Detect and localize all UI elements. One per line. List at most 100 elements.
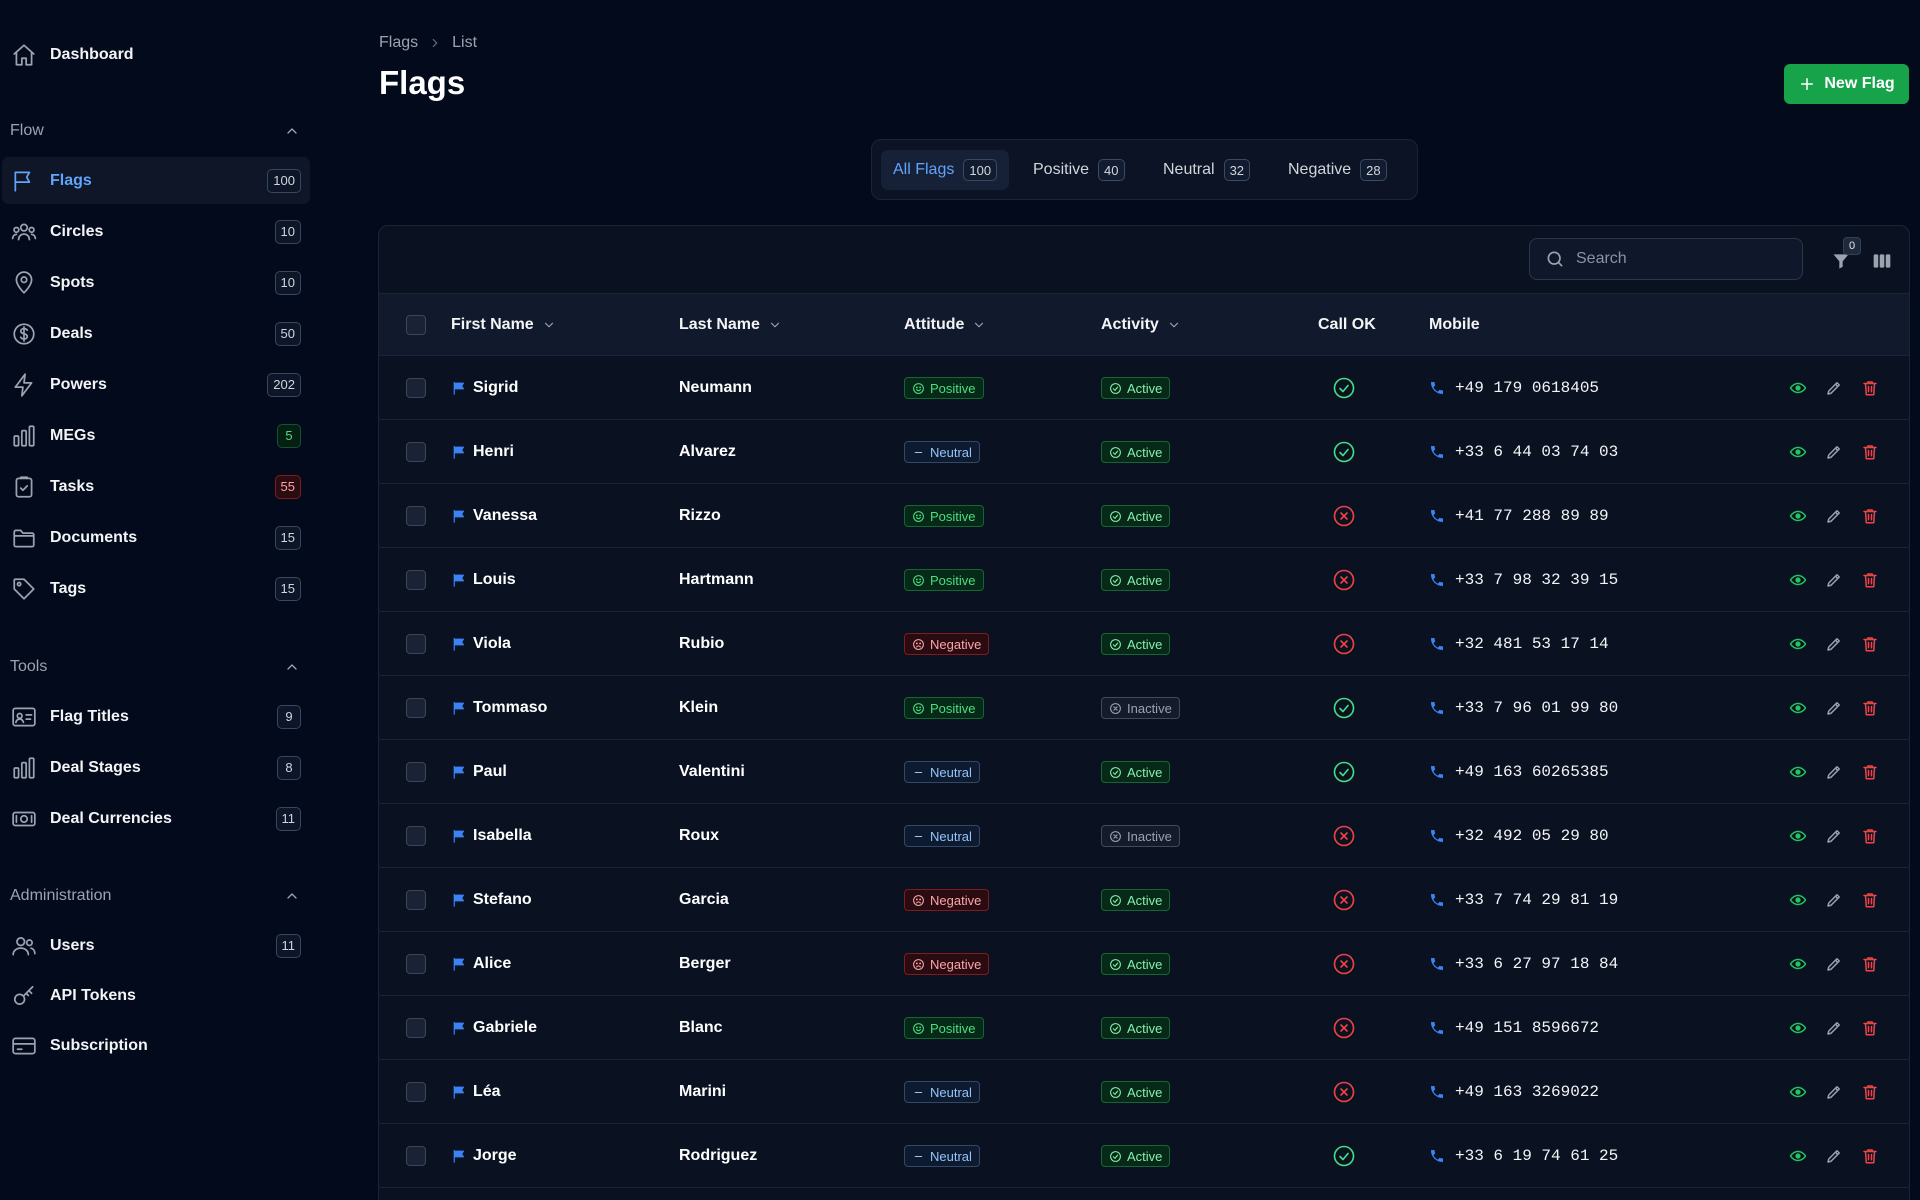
edit-button[interactable] — [1825, 996, 1843, 1060]
cell-mobile[interactable]: +33 7 98 32 39 15 — [1429, 548, 1618, 612]
row-checkbox[interactable] — [406, 762, 426, 782]
delete-button[interactable] — [1861, 868, 1879, 932]
table-row[interactable]: Henri Alvarez Neutral Active +33 6 44 03 74 … — [379, 420, 1909, 484]
cell-mobile[interactable]: +49 179 0618405 — [1429, 356, 1599, 420]
view-button[interactable] — [1789, 804, 1807, 868]
table-row[interactable]: Paul Valentini Neutral Active +49 163 602653… — [379, 740, 1909, 804]
sidebar-item-api-tokens[interactable]: API Tokens — [2, 972, 310, 1019]
cell-first-name[interactable]: Stefano — [451, 868, 532, 932]
cell-mobile[interactable]: +32 481 53 17 14 — [1429, 612, 1609, 676]
column-header-first-name[interactable]: First Name — [451, 294, 556, 356]
edit-button[interactable] — [1825, 420, 1843, 484]
sidebar-item-megs[interactable]: MEGs 5 — [2, 412, 310, 459]
table-row[interactable]: Isabella Roux Neutral Inactive +32 492 05 29… — [379, 804, 1909, 868]
cell-first-name[interactable]: Viola — [451, 612, 511, 676]
view-button[interactable] — [1789, 612, 1807, 676]
breadcrumb-flags[interactable]: Flags — [379, 34, 419, 51]
cell-mobile[interactable]: +33 6 44 03 74 03 — [1429, 420, 1618, 484]
sidebar-item-users[interactable]: Users 11 — [2, 922, 310, 969]
tab-neutral[interactable]: Neutral 32 — [1151, 150, 1262, 190]
delete-button[interactable] — [1861, 1060, 1879, 1124]
columns-icon[interactable] — [1871, 251, 1893, 271]
row-checkbox[interactable] — [406, 634, 426, 654]
row-checkbox[interactable] — [406, 442, 426, 462]
delete-button[interactable] — [1861, 356, 1879, 420]
row-checkbox[interactable] — [406, 1146, 426, 1166]
cell-mobile[interactable]: +32 492 05 29 80 — [1429, 804, 1609, 868]
row-checkbox[interactable] — [406, 1082, 426, 1102]
column-header-attitude[interactable]: Attitude — [904, 294, 986, 356]
cell-first-name[interactable]: Paul — [451, 740, 507, 804]
edit-button[interactable] — [1825, 356, 1843, 420]
table-row[interactable]: Vanessa Rizzo Positive Active +41 77 288 89 … — [379, 484, 1909, 548]
view-button[interactable] — [1789, 932, 1807, 996]
sidebar-item-deals[interactable]: Deals 50 — [2, 310, 310, 357]
column-header-activity[interactable]: Activity — [1101, 294, 1181, 356]
table-row[interactable]: Viola Rubio Negative Active +32 481 53 17 14 — [379, 612, 1909, 676]
view-button[interactable] — [1789, 996, 1807, 1060]
new-flag-button[interactable]: New Flag — [1784, 64, 1909, 104]
cell-mobile[interactable]: +49 163 60265385 — [1429, 740, 1609, 804]
sidebar-item-flag-titles[interactable]: Flag Titles 9 — [2, 693, 310, 740]
table-row[interactable]: Léa Marini Neutral Active +49 163 3269022 — [379, 1060, 1909, 1124]
row-checkbox[interactable] — [406, 378, 426, 398]
table-row[interactable]: Gabriele Blanc Positive Active +49 151 85966… — [379, 996, 1909, 1060]
delete-button[interactable] — [1861, 612, 1879, 676]
cell-first-name[interactable]: Sigrid — [451, 356, 518, 420]
table-row[interactable]: Alice Berger Negative Active +33 6 27 97 18 … — [379, 932, 1909, 996]
table-row[interactable]: Louis Hartmann Positive Active +33 7 98 32 3… — [379, 548, 1909, 612]
sidebar-item-deal-stages[interactable]: Deal Stages 8 — [2, 744, 310, 791]
sidebar-item-circles[interactable]: Circles 10 — [2, 208, 310, 255]
delete-button[interactable] — [1861, 420, 1879, 484]
cell-first-name[interactable]: Isabella — [451, 804, 532, 868]
delete-button[interactable] — [1861, 484, 1879, 548]
edit-button[interactable] — [1825, 1124, 1843, 1188]
sidebar-item-spots[interactable]: Spots 10 — [2, 259, 310, 306]
view-button[interactable] — [1789, 484, 1807, 548]
cell-mobile[interactable]: +49 151 8596672 — [1429, 996, 1599, 1060]
row-checkbox[interactable] — [406, 890, 426, 910]
sidebar-item-tasks[interactable]: Tasks 55 — [2, 463, 310, 510]
delete-button[interactable] — [1861, 1124, 1879, 1188]
tab-positive[interactable]: Positive 40 — [1021, 150, 1137, 190]
sidebar-item-subscription[interactable]: Subscription — [2, 1022, 310, 1069]
tab-negative[interactable]: Negative 28 — [1276, 150, 1399, 190]
cell-mobile[interactable]: +33 7 74 29 81 19 — [1429, 868, 1618, 932]
cell-mobile[interactable]: +33 6 19 74 61 25 — [1429, 1124, 1618, 1188]
sidebar-item-documents[interactable]: Documents 15 — [2, 514, 310, 561]
cell-first-name[interactable]: Louis — [451, 548, 516, 612]
select-all-checkbox[interactable] — [406, 315, 426, 335]
row-checkbox[interactable] — [406, 954, 426, 974]
edit-button[interactable] — [1825, 484, 1843, 548]
row-checkbox[interactable] — [406, 826, 426, 846]
cell-mobile[interactable]: +33 6 27 97 18 84 — [1429, 932, 1618, 996]
view-button[interactable] — [1789, 740, 1807, 804]
row-checkbox[interactable] — [406, 506, 426, 526]
cell-mobile[interactable]: +41 77 288 89 89 — [1429, 484, 1609, 548]
column-header-last-name[interactable]: Last Name — [679, 294, 782, 356]
sidebar-item-dashboard[interactable]: Dashboard — [2, 31, 310, 78]
sidebar-item-deal-currencies[interactable]: Deal Currencies 11 — [2, 795, 310, 842]
delete-button[interactable] — [1861, 932, 1879, 996]
edit-button[interactable] — [1825, 868, 1843, 932]
edit-button[interactable] — [1825, 804, 1843, 868]
row-checkbox[interactable] — [406, 698, 426, 718]
cell-first-name[interactable]: Gabriele — [451, 996, 537, 1060]
section-administration-header[interactable]: Administration — [10, 884, 300, 908]
row-checkbox[interactable] — [406, 1018, 426, 1038]
view-button[interactable] — [1789, 868, 1807, 932]
edit-button[interactable] — [1825, 740, 1843, 804]
view-button[interactable] — [1789, 356, 1807, 420]
search-input[interactable] — [1576, 250, 1776, 268]
filter-icon[interactable] — [1831, 251, 1851, 271]
view-button[interactable] — [1789, 1124, 1807, 1188]
view-button[interactable] — [1789, 420, 1807, 484]
cell-mobile[interactable]: +49 163 3269022 — [1429, 1060, 1599, 1124]
row-checkbox[interactable] — [406, 570, 426, 590]
tab-all-flags[interactable]: All Flags 100 — [881, 150, 1010, 190]
section-flow-header[interactable]: Flow — [10, 119, 300, 143]
delete-button[interactable] — [1861, 804, 1879, 868]
cell-first-name[interactable]: Henri — [451, 420, 514, 484]
delete-button[interactable] — [1861, 996, 1879, 1060]
cell-first-name[interactable]: Léa — [451, 1060, 501, 1124]
